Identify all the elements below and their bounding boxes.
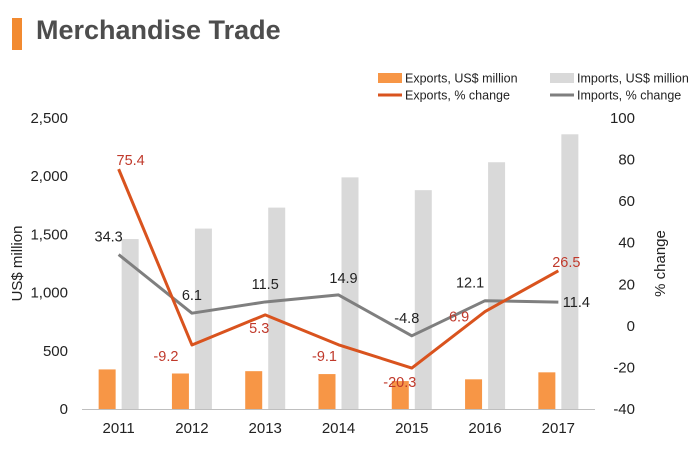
bar-exports (245, 371, 263, 409)
x-tick-label: 2017 (542, 420, 575, 437)
data-label-imports-change: 14.9 (329, 271, 357, 287)
bar-imports (268, 207, 286, 409)
y-left-tick-label: 0 (60, 401, 68, 418)
x-tick-label: 2015 (395, 420, 428, 437)
bar-imports (121, 239, 139, 409)
data-label-imports-change: 34.3 (95, 230, 123, 246)
bar-imports (341, 177, 359, 409)
y-left-tick-label: 500 (43, 343, 68, 360)
page-title: Merchandise Trade (36, 15, 281, 45)
x-tick-label: 2013 (249, 420, 282, 437)
data-label-imports-change: 6.1 (182, 288, 202, 304)
y-left-tick-label: 1,000 (30, 285, 68, 302)
y-right-tick-label: 60 (618, 193, 635, 210)
bar-exports (391, 381, 409, 409)
line-imports-change (117, 253, 559, 338)
y-right-tick-label: 20 (618, 276, 635, 293)
bar-exports (538, 372, 556, 409)
y-left-tick-label: 2,000 (30, 168, 68, 185)
legend-swatch (378, 73, 402, 83)
y-left-tick-label: 1,500 (30, 226, 68, 243)
data-label-exports-change: 5.3 (249, 321, 269, 337)
data-label-exports-change: 75.4 (117, 153, 145, 169)
y-right-tick-label: -40 (613, 401, 635, 418)
data-label-imports-change: 11.5 (252, 277, 279, 293)
legend-label: Exports, US$ million (405, 72, 518, 86)
bar-exports (318, 374, 336, 409)
x-tick-label: 2012 (175, 420, 208, 437)
legend-label: Imports, US$ million (577, 72, 689, 86)
line-exports-change (117, 168, 560, 370)
chart-legend: Exports, US$ million Imports, US$ million… (378, 72, 689, 103)
y-right-tick-label: -20 (613, 359, 635, 376)
x-axis: 2011 2012 2013 2014 2015 2016 2017 (82, 409, 595, 437)
data-label-imports-change: 11.4 (563, 295, 590, 311)
legend-swatch (550, 73, 574, 83)
bar-exports (98, 369, 116, 409)
y-right-tick-label: 80 (618, 152, 635, 169)
x-tick-label: 2011 (103, 420, 135, 437)
y-axis-left-label: US$ million (9, 226, 26, 302)
bar-exports (171, 373, 189, 409)
bar-imports (194, 228, 212, 409)
data-label-exports-change: -20.3 (383, 375, 416, 391)
bar-imports (414, 190, 432, 409)
y-right-tick-label: 0 (627, 318, 635, 335)
y-axis-right: -40 -20 0 20 40 60 80 100 % change (610, 110, 669, 418)
data-label-imports-change: -4.8 (394, 311, 419, 327)
legend-label: Exports, % change (405, 89, 510, 103)
bar-imports (561, 134, 579, 409)
bar-exports (465, 379, 483, 409)
data-label-exports-change: 6.9 (449, 310, 469, 326)
data-label-imports-change: 12.1 (456, 276, 484, 292)
x-tick-label: 2016 (468, 420, 501, 437)
data-label-exports-change: -9.1 (312, 349, 337, 365)
data-label-exports-change: 26.5 (552, 255, 580, 271)
y-left-tick-label: 2,500 (30, 110, 68, 127)
title-accent-bar (12, 18, 22, 50)
legend-label: Imports, % change (577, 89, 681, 103)
x-tick-label: 2014 (322, 420, 355, 437)
y-axis-right-label: % change (652, 230, 669, 297)
data-label-exports-change: -9.2 (153, 349, 178, 365)
y-axis-left: 0 500 1,000 1,500 2,000 2,500 US$ million (9, 110, 68, 418)
line-series (117, 168, 560, 370)
data-labels: 34.3 6.1 11.5 14.9 -4.8 12.1 11.4 75.4 -9.2 5.3 -9… (95, 153, 590, 391)
y-right-tick-label: 100 (610, 110, 635, 127)
bar-imports (488, 162, 506, 409)
y-right-tick-label: 40 (618, 235, 635, 252)
